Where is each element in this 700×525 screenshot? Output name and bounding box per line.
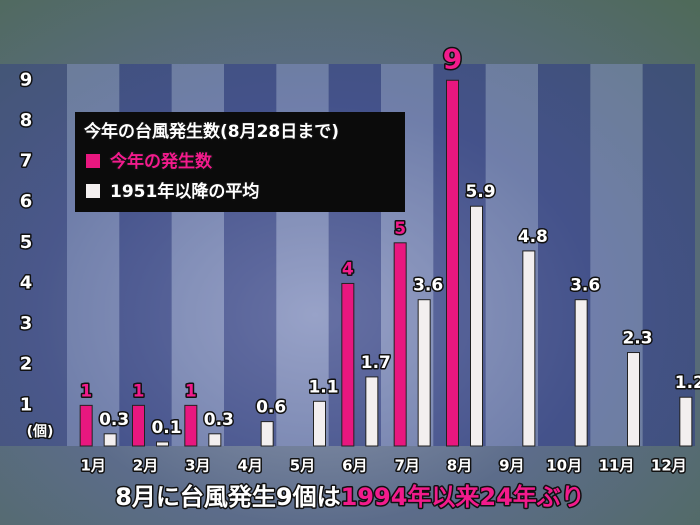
bar bbox=[184, 404, 198, 447]
y-tick-label: 3 bbox=[20, 313, 33, 334]
data-label: 1 bbox=[80, 381, 92, 401]
plot-stripe bbox=[0, 64, 67, 446]
y-tick-label: 2 bbox=[20, 354, 33, 375]
y-tick-label: 7 bbox=[20, 151, 33, 172]
x-tick-label: 5月 bbox=[290, 457, 315, 475]
x-tick-label: 7月 bbox=[394, 457, 419, 475]
data-label: 4.8 bbox=[518, 227, 548, 247]
data-label: 9 bbox=[443, 42, 462, 75]
data-label: 1 bbox=[133, 381, 145, 401]
legend-swatch bbox=[86, 184, 100, 198]
bar bbox=[313, 400, 326, 447]
bar bbox=[132, 404, 145, 447]
data-label: 5 bbox=[394, 219, 406, 239]
bar bbox=[156, 441, 169, 447]
data-label: 0.3 bbox=[99, 410, 129, 430]
caption-highlight: 1994年以来24年ぶり bbox=[341, 483, 585, 511]
y-tick-label: 8 bbox=[20, 110, 33, 131]
legend-swatch bbox=[86, 154, 100, 168]
y-tick-label: 5 bbox=[20, 232, 33, 253]
x-tick-label: 12月 bbox=[651, 457, 687, 475]
y-tick-label: 6 bbox=[20, 191, 33, 212]
x-tick-label: 4月 bbox=[237, 457, 262, 475]
bar bbox=[79, 404, 93, 447]
y-tick-label: 1 bbox=[20, 394, 33, 415]
bar bbox=[103, 433, 117, 447]
x-tick-label: 11月 bbox=[599, 457, 635, 475]
legend-box bbox=[75, 112, 405, 212]
bar bbox=[365, 376, 379, 447]
bar bbox=[679, 396, 693, 447]
data-label: 5.9 bbox=[465, 182, 495, 202]
data-label: 0.6 bbox=[256, 398, 286, 418]
bar bbox=[446, 79, 459, 447]
bar bbox=[341, 282, 355, 447]
data-label: 0.3 bbox=[204, 410, 234, 430]
x-tick-label: 8月 bbox=[447, 457, 472, 475]
bar bbox=[208, 433, 222, 447]
x-tick-label: 3月 bbox=[185, 457, 210, 475]
data-label: 2.3 bbox=[622, 329, 652, 349]
plot-stripe bbox=[642, 64, 695, 446]
data-label: 3.6 bbox=[570, 276, 600, 296]
bar bbox=[627, 352, 640, 447]
y-tick-label: 9 bbox=[20, 69, 33, 90]
y-tick-label: 4 bbox=[20, 272, 33, 293]
bar bbox=[393, 242, 407, 447]
bar bbox=[417, 299, 431, 447]
legend-title: 今年の台風発生数(8月28日まで) bbox=[84, 121, 339, 142]
caption: 8月に台風発生9個は1994年以来24年ぶり bbox=[115, 483, 585, 511]
x-tick-label: 9月 bbox=[499, 457, 524, 475]
data-label: 3.6 bbox=[413, 276, 443, 296]
y-unit: (個) bbox=[27, 423, 54, 440]
data-label: 1.1 bbox=[308, 377, 338, 397]
caption-text: 8月に台風発生9個は bbox=[115, 483, 340, 511]
data-label: 0.1 bbox=[151, 418, 181, 438]
x-tick-label: 2月 bbox=[133, 457, 158, 475]
data-label: 1.2 bbox=[675, 373, 700, 393]
x-tick-label: 1月 bbox=[80, 457, 105, 475]
legend-label: 今年の発生数 bbox=[110, 151, 213, 172]
x-tick-label: 6月 bbox=[342, 457, 367, 475]
bar bbox=[574, 299, 588, 447]
x-tick-label: 10月 bbox=[546, 457, 582, 475]
legend-label: 1951年以降の平均 bbox=[110, 181, 259, 202]
bar bbox=[260, 421, 274, 447]
data-label: 1 bbox=[185, 381, 197, 401]
bar bbox=[470, 205, 483, 447]
data-label: 1.7 bbox=[361, 353, 391, 373]
bar bbox=[522, 250, 536, 447]
data-label: 4 bbox=[342, 259, 354, 279]
